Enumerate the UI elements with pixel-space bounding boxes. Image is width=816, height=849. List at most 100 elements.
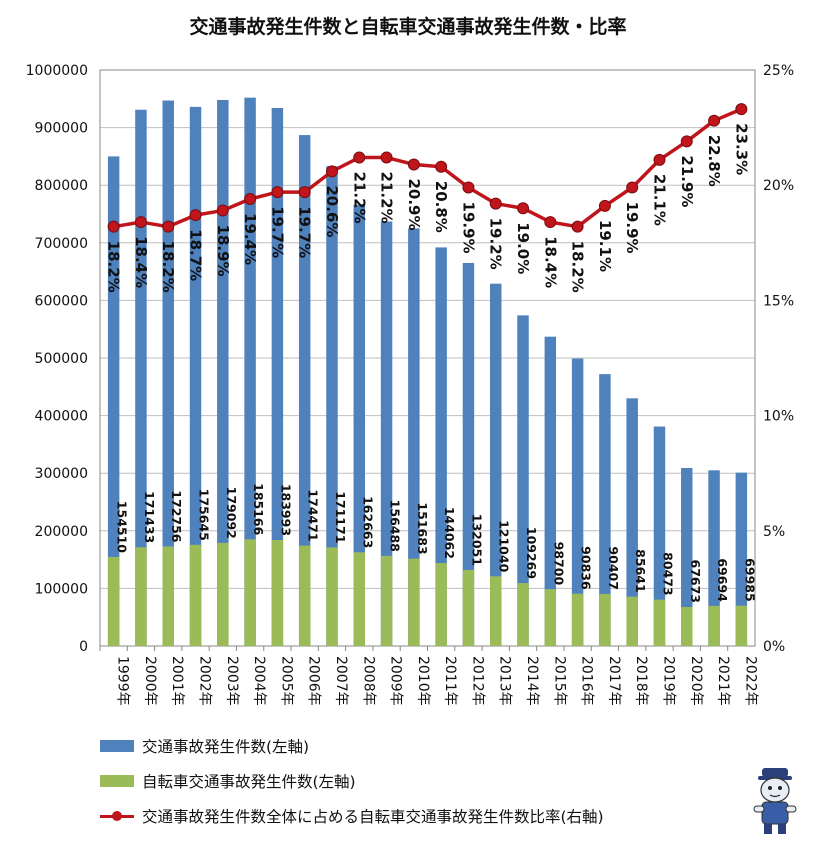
rate-label: 18.2% — [105, 241, 123, 293]
rate-point — [216, 204, 229, 217]
rate-point — [735, 103, 748, 116]
x-tick-label: 2000年 — [142, 656, 158, 706]
bar-bicycle — [462, 569, 475, 646]
bar-bicycle — [353, 552, 366, 646]
bar-bicycle-label: 67673 — [688, 560, 703, 604]
x-tick-label: 2005年 — [278, 656, 294, 706]
bar-total — [353, 204, 366, 646]
bar-bicycle-label: 80473 — [660, 552, 675, 596]
rate-label: 20.8% — [432, 181, 450, 233]
y-left-tick-label: 500000 — [35, 351, 88, 367]
x-tick-label: 2019年 — [660, 656, 676, 706]
bar-bicycle — [517, 583, 529, 646]
bar-bicycle-label: 69694 — [715, 558, 730, 602]
legend-item-rate: 交通事故発生件数全体に占める自転車交通事故発生件数比率(右軸) — [100, 805, 604, 827]
x-tick-label: 2004年 — [251, 656, 267, 706]
rate-point — [189, 209, 202, 222]
bar-bicycle — [298, 545, 311, 646]
rate-label: 18.4% — [541, 236, 559, 288]
bar-total — [544, 336, 557, 646]
rate-point — [325, 165, 338, 178]
rate-point — [489, 197, 502, 210]
bar-bicycle-label: 171171 — [333, 491, 348, 543]
y-left-tick-label: 700000 — [35, 236, 88, 252]
bar-total — [599, 374, 611, 646]
bar-bicycle-label: 121040 — [497, 520, 512, 572]
rate-point — [544, 216, 557, 229]
bar-bicycle — [189, 544, 202, 646]
rate-line — [113, 107, 743, 229]
bar-bicycle — [162, 546, 174, 646]
bar-total — [189, 106, 202, 646]
rate-point — [462, 181, 475, 194]
bar-total — [380, 221, 393, 646]
rate-label: 20.9% — [405, 178, 423, 230]
rate-label: 19.4% — [241, 213, 259, 265]
bar-total — [653, 426, 666, 646]
y-right-tick-label: 25% — [763, 63, 794, 79]
bar-bicycle — [435, 563, 447, 646]
bar-total — [489, 283, 502, 646]
x-tick-label: 2003年 — [224, 656, 240, 706]
bar-bicycle — [135, 547, 147, 646]
bar-total — [217, 99, 229, 646]
rate-label: 18.2% — [569, 241, 587, 293]
rate-label: 21.1% — [650, 174, 668, 226]
rate-point — [626, 181, 639, 194]
rate-label: 18.9% — [214, 225, 232, 277]
mascot-illustration — [753, 768, 797, 834]
bar-total — [462, 262, 475, 646]
bar-bicycle-label: 69985 — [742, 558, 757, 602]
y-right-tick-label: 0% — [763, 639, 785, 655]
bar-bicycle — [244, 539, 256, 646]
bar-bicycle — [271, 540, 284, 646]
legend-label-total: 交通事故発生件数(左軸) — [142, 738, 310, 756]
legend-item-bicycle: 自転車交通事故発生件数(左軸) — [100, 770, 356, 792]
rate-point — [353, 151, 366, 164]
rate-point — [407, 158, 420, 171]
bar-total — [135, 109, 147, 646]
y-left-tick-label: 900000 — [35, 121, 88, 137]
rate-label: 21.9% — [678, 155, 696, 207]
x-tick-label: 2006年 — [306, 656, 322, 706]
y-left-tick-label: 200000 — [35, 524, 88, 540]
y-right-tick-label: 5% — [763, 524, 785, 540]
x-tick-label: 2013年 — [497, 656, 513, 706]
bar-bicycle — [571, 593, 584, 646]
bar-bicycle — [653, 599, 666, 646]
rate-label: 18.4% — [132, 236, 150, 288]
rate-point — [680, 135, 693, 148]
rate-label: 20.6% — [323, 185, 341, 237]
y-right-tick-label: 20% — [763, 178, 794, 194]
bar-bicycle — [489, 576, 502, 646]
rate-label: 19.0% — [514, 222, 532, 274]
rate-point — [162, 220, 175, 233]
y-right-tick-label: 10% — [763, 409, 794, 425]
x-tick-label: 2012年 — [469, 656, 485, 706]
x-tick-label: 2018年 — [633, 656, 649, 706]
bar-bicycle — [599, 593, 611, 646]
y-left-tick-label: 800000 — [35, 178, 88, 194]
x-tick-label: 2021年 — [715, 656, 731, 706]
bar-bicycle-label: 132051 — [469, 514, 484, 566]
bar-bicycle-label: 144062 — [442, 507, 457, 559]
rate-point — [653, 153, 666, 166]
rate-label: 21.2% — [350, 172, 368, 224]
bar-bicycle-label: 154510 — [115, 501, 130, 553]
rate-point — [244, 193, 257, 206]
y-left-tick-label: 100000 — [35, 581, 88, 597]
y-left-tick-label: 300000 — [35, 466, 88, 482]
x-tick-label: 2017年 — [606, 656, 622, 706]
x-tick-label: 2001年 — [169, 656, 185, 706]
x-tick-label: 2008年 — [360, 656, 376, 706]
legend-label-rate: 交通事故発生件数全体に占める自転車交通事故発生件数比率(右軸) — [142, 808, 604, 826]
x-tick-label: 2009年 — [388, 656, 404, 706]
legend-item-total: 交通事故発生件数(左軸) — [100, 735, 309, 757]
y-left-tick-label: 600000 — [35, 293, 88, 309]
bar-total — [162, 100, 174, 646]
bar-total — [107, 156, 120, 646]
rate-point — [134, 216, 147, 229]
bar-total — [626, 398, 638, 646]
bar-bicycle — [708, 605, 720, 646]
